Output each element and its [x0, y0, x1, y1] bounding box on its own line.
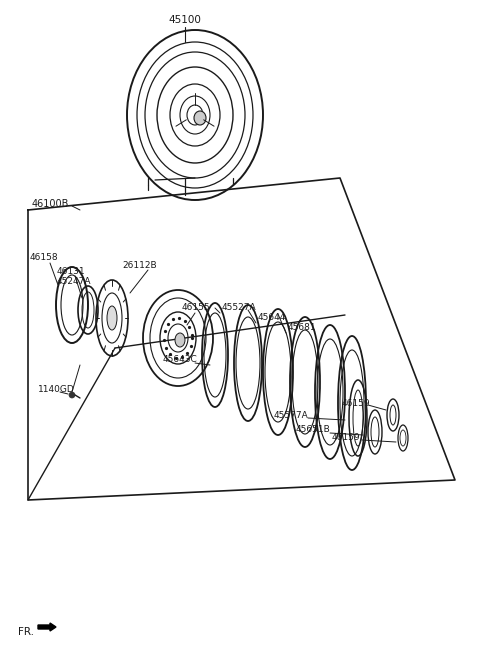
Text: 45643C: 45643C	[163, 356, 198, 365]
Text: 46159: 46159	[332, 434, 360, 443]
Ellipse shape	[194, 111, 206, 125]
Text: 46131: 46131	[57, 268, 85, 276]
Ellipse shape	[107, 306, 117, 330]
Text: 45577A: 45577A	[274, 411, 309, 419]
Text: 46100B: 46100B	[32, 199, 70, 209]
Text: 46159: 46159	[342, 398, 371, 407]
Text: 1140GD: 1140GD	[38, 386, 75, 394]
Text: 45681: 45681	[288, 323, 317, 333]
Text: 45651B: 45651B	[296, 426, 331, 434]
Text: FR.: FR.	[18, 627, 34, 637]
Text: 26112B: 26112B	[122, 260, 156, 270]
Text: 46158: 46158	[30, 253, 59, 262]
Text: 45644: 45644	[258, 314, 287, 323]
Ellipse shape	[175, 333, 185, 347]
Text: 45100: 45100	[168, 15, 202, 25]
Polygon shape	[38, 623, 56, 631]
Ellipse shape	[69, 392, 75, 398]
Text: 46155: 46155	[182, 304, 211, 312]
Text: 45247A: 45247A	[57, 277, 92, 287]
Text: 45527A: 45527A	[222, 304, 257, 312]
